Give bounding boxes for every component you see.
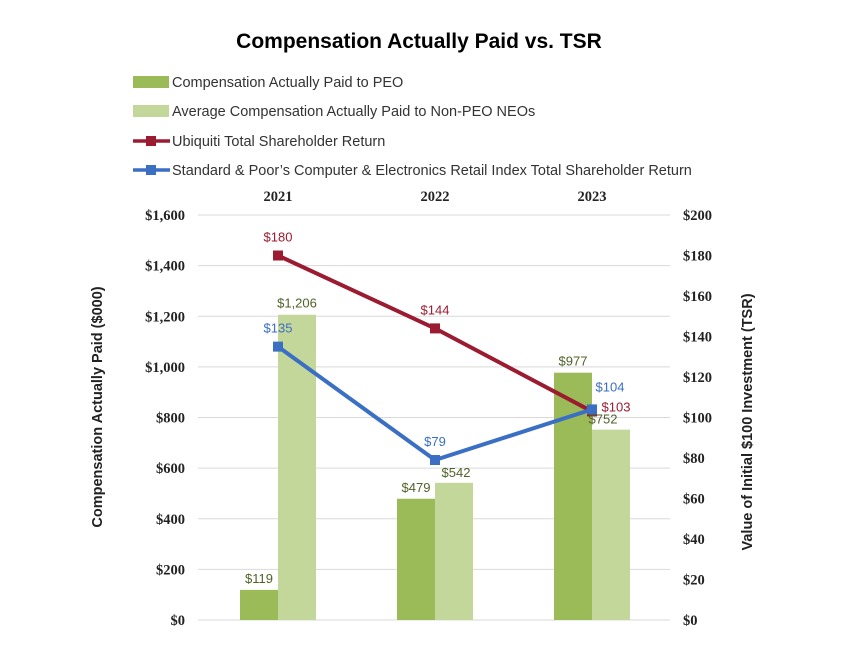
line-data-label: $103 [602,399,631,414]
line-data-label: $180 [264,230,293,245]
legend-label-3: Ubiquiti Total Shareholder Return [172,134,385,150]
legend: Compensation Actually Paid to PEO Average… [133,75,692,179]
y-axis-title: Compensation Actually Paid ($000) [90,286,106,527]
y-tick-label: $1,400 [145,259,185,275]
y2-tick-label: $80 [683,451,705,467]
category-label: 2021 [264,189,293,205]
y-tick-label: $200 [156,562,185,578]
bar-neo-2021 [278,314,316,620]
bar-neo-2022 [435,482,473,620]
bar-neo-2023 [592,429,630,620]
y-tick-label: $600 [156,461,185,477]
line-data-label: $135 [264,321,293,336]
y2-tick-label: $40 [683,532,705,548]
y2-tick-label: $180 [683,249,712,265]
y-tick-label: $1,600 [145,208,185,224]
tsr-marker [587,404,597,415]
y2-axis-title: Value of Initial $100 Investment (TSR) [740,293,756,550]
y2-tick-label: $140 [683,330,712,346]
bar-data-label: $752 [589,412,618,427]
y2-tick-label: $200 [683,208,712,224]
legend-marker-3 [146,136,156,146]
bar-peo-2022 [397,498,435,620]
y2-tick-label: $0 [683,613,698,629]
legend-marker-4 [146,165,156,175]
chart-title: Compensation Actually Paid vs. TSR [236,30,602,53]
legend-label-1: Compensation Actually Paid to PEO [172,75,403,91]
bar-data-label: $542 [442,465,471,480]
bar-peo-2021 [240,589,278,620]
legend-swatch-1 [133,76,169,88]
tsr-marker [273,341,283,352]
bars [240,314,630,620]
line-data-label: $144 [421,302,450,317]
legend-label-4: Standard & Poor’s Computer & Electronics… [172,163,692,179]
category-labels: 2021 2022 2023 [264,189,607,205]
y-tick-label: $0 [171,613,186,629]
y2-tick-label: $100 [683,411,712,427]
y-axis-right: $0 $20 $40 $60 $80 $100 $120 $140 $160 $180 $200 [683,208,712,629]
tsr-marker [273,250,283,261]
tsr-line-ubiquiti [277,253,593,414]
y2-tick-label: $120 [683,370,712,386]
y-tick-label: $1,000 [145,360,185,376]
y-tick-label: $1,200 [145,309,185,325]
y-axis-left: $0 $200 $400 $600 $800 $1,000 $1,200 $1,400 $1,6… [145,208,185,629]
lines [273,250,597,466]
legend-label-2: Average Compensation Actually Paid to No… [172,104,535,120]
bar-data-label: $119 [245,571,273,586]
bar-data-label: $1,206 [277,296,317,311]
data-labels: $119 $479 $977 $1,206 $542 $752 $180 $144 $103 $1… [245,230,630,586]
y2-tick-label: $160 [683,289,712,305]
y-tick-label: $400 [156,512,185,528]
legend-swatch-2 [133,105,169,117]
line-data-label: $79 [424,434,446,449]
tsr-marker [430,455,440,466]
y2-tick-label: $20 [683,573,705,589]
y-tick-label: $800 [156,411,185,427]
bar-data-label: $479 [402,480,431,495]
category-label: 2022 [421,189,450,205]
line-data-label: $104 [596,379,625,394]
bar-data-label: $977 [559,354,588,369]
y2-tick-label: $60 [683,492,705,508]
tsr-marker [430,323,440,334]
category-label: 2023 [578,189,607,205]
